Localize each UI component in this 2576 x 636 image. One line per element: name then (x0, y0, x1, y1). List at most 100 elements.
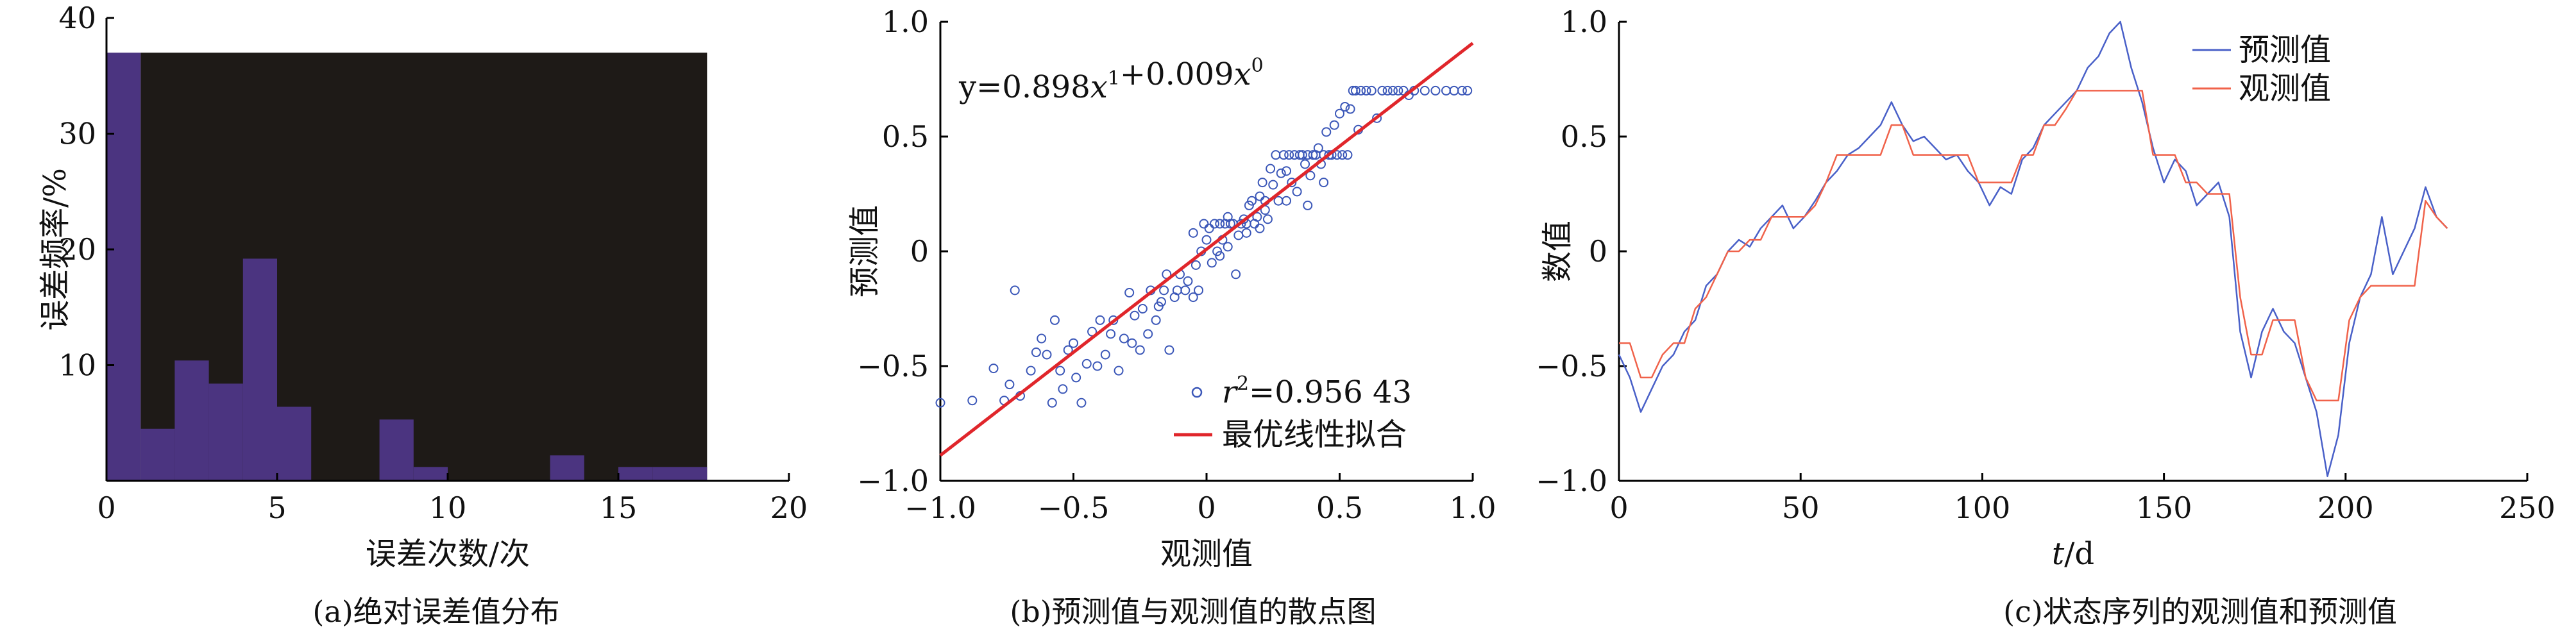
x-tick-label: 200 (2318, 490, 2374, 525)
scatter-point (1204, 223, 1214, 233)
y-tick-label: 0.5 (1561, 119, 1607, 154)
scatter-point (1215, 219, 1225, 229)
x-tick-label: −0.5 (1038, 490, 1110, 525)
scatter-point (1215, 251, 1225, 261)
scatter-point (1282, 166, 1291, 176)
scatter-point (1130, 310, 1140, 321)
scatter-point (1356, 85, 1366, 96)
scatter-point (1247, 196, 1257, 206)
histogram-bar (277, 406, 312, 481)
scatter-point (1366, 85, 1377, 96)
scatter-point (1419, 85, 1430, 96)
scatter-point (1183, 276, 1193, 287)
scatter-point (1244, 200, 1254, 210)
histogram-bar (106, 53, 141, 481)
scatter-point (1212, 246, 1223, 256)
panel-histogram: 0 5 10 15 20 10 20 30 40 误差次数/次 误差频率/% (a)绝对误差值分布 (0, 0, 834, 636)
scatter-point (1047, 398, 1057, 408)
scatter-point (1255, 223, 1265, 233)
y-tick-label: 1.0 (882, 4, 929, 39)
y-tick-label: −0.5 (857, 349, 929, 383)
y-tick-label: 30 (58, 117, 96, 151)
scatter-point (967, 396, 978, 406)
scatter-point (1137, 304, 1148, 314)
scatter-point (1164, 345, 1174, 355)
histogram-bar (413, 467, 448, 481)
scatter-point (1430, 85, 1441, 96)
fit-line (939, 42, 1474, 457)
scatter-point (1308, 150, 1318, 160)
legend-marker-r2 (1191, 387, 1203, 398)
scatter-point (1058, 384, 1068, 394)
scatter-point (1081, 358, 1092, 369)
scatter-point (1004, 380, 1015, 390)
scatter-point (1343, 150, 1353, 160)
legend-label-fit: 最优线性拟合 (1222, 417, 1407, 453)
scatter-point (1106, 329, 1116, 339)
y-tick-label: 0.5 (882, 119, 929, 154)
scatter-point (1319, 178, 1329, 188)
histogram-bar (618, 467, 653, 481)
caption-b: (b)预测值与观测值的散点图 (1010, 594, 1377, 629)
y-axis-label: 误差频率/% (37, 168, 73, 331)
scatter-point (1114, 365, 1124, 376)
scatter-point (1076, 398, 1087, 408)
scatter-point (1271, 150, 1281, 160)
scatter-point (1278, 150, 1289, 160)
y-tick-label: 1.0 (1561, 4, 1607, 39)
histogram-bar (652, 467, 708, 481)
x-tick-label: 50 (1782, 490, 1820, 525)
scatter-point (1297, 150, 1307, 160)
y-tick-label: 0 (1589, 234, 1607, 269)
scatter-point (1233, 230, 1244, 240)
scatter-point (1207, 258, 1217, 268)
x-tick-label: 250 (2499, 490, 2555, 525)
scatter-point (1287, 178, 1297, 188)
scatter-point (1292, 187, 1302, 197)
x-axis-label: t/d (2052, 536, 2094, 572)
scatter-point (1345, 104, 1355, 114)
legend-label-predicted: 预测值 (2239, 32, 2331, 68)
y-axis-label: 预测值 (847, 205, 883, 297)
x-tick-label: 0 (1609, 490, 1628, 525)
scatter-point (1049, 315, 1060, 325)
scatter-point (1042, 349, 1052, 360)
scatter-point (1231, 269, 1241, 280)
scatter-point (1156, 297, 1166, 307)
scatter-point (1127, 338, 1137, 348)
scatter-point (1241, 228, 1251, 238)
scatter-point (1372, 113, 1382, 123)
scatter-point (1031, 347, 1041, 358)
scatter-point (1382, 85, 1393, 96)
scatter-point (1201, 235, 1212, 245)
scatter-chart: −1.0 −0.5 0 0.5 1.0 −1.0 −0.5 0 0.5 1.0 y=0.898x1+… (847, 4, 1496, 572)
x-tick-label: 1.0 (1449, 490, 1496, 525)
caption-a: (a)绝对误差值分布 (312, 594, 560, 629)
scatter-point (1462, 85, 1473, 96)
scatter-point (1194, 285, 1204, 296)
scatter-point (1135, 345, 1145, 355)
scatter-point (1284, 150, 1294, 160)
scatter-point (1300, 159, 1310, 169)
scatter-point (1159, 285, 1169, 296)
x-tick-label: 15 (600, 490, 638, 525)
y-tick-label: −1.0 (1536, 464, 1607, 498)
y-tick-label: −1.0 (857, 464, 929, 498)
y-tick-label: −0.5 (1536, 349, 1607, 383)
scatter-point (1180, 285, 1191, 296)
scatter-point (1092, 361, 1103, 371)
histogram-bar (379, 419, 414, 481)
y-tick-label: 20 (58, 232, 96, 267)
scatter-point (1449, 85, 1459, 96)
scatter-point (1199, 219, 1209, 229)
x-tick-label: 5 (267, 490, 286, 525)
scatter-point (1055, 365, 1065, 376)
scatter-point (1153, 301, 1164, 312)
scatter-point (1209, 219, 1219, 229)
scatter-point (1255, 191, 1265, 201)
x-tick-label: 150 (2136, 490, 2192, 525)
scatter-point (1223, 242, 1233, 252)
scatter-point (1276, 168, 1286, 178)
scatter-point (988, 364, 999, 374)
